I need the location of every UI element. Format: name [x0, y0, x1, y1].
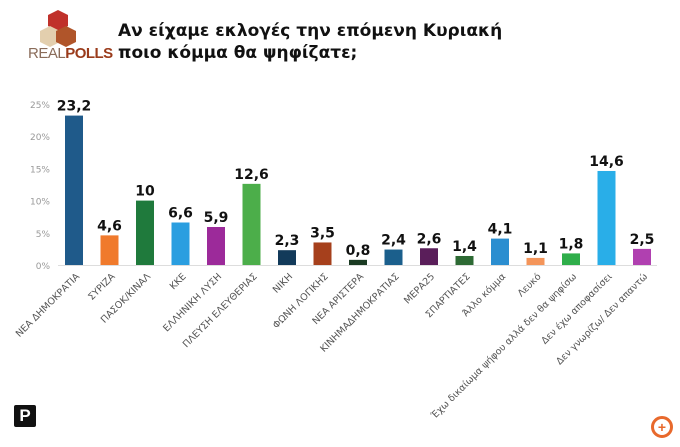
x-tick-label: ΠΛΕΥΣΗ ΕΛΕΥΘΕΡΙΑΣ: [181, 271, 260, 350]
bar: [384, 249, 403, 265]
x-tick-label: ΝΙΚΗ: [271, 271, 295, 295]
x-tick-label: ΝΕΑ ΔΗΜΟΚΡΑΤΙΑ: [14, 271, 83, 340]
data-label: 2,3: [275, 233, 300, 249]
title-line-2: ποιο κόμμα θα ψηφίζατε;: [118, 43, 358, 63]
data-label: 1,1: [523, 241, 548, 257]
bar: [65, 115, 83, 265]
data-label: 1,8: [559, 236, 584, 252]
data-label: 6,6: [168, 205, 193, 221]
zoom-in-icon[interactable]: +: [651, 416, 673, 438]
data-label: 23,2: [57, 99, 92, 115]
data-label: 4,6: [97, 218, 122, 234]
bar: [100, 235, 119, 265]
y-tick-label: 20%: [30, 133, 50, 143]
protothema-logo-icon: P: [14, 405, 36, 427]
chart-title: Αν είχαμε εκλογές την επόμενη Κυριακή πο…: [118, 20, 502, 64]
data-label: 2,6: [417, 231, 442, 247]
bar: [349, 259, 367, 265]
x-tick-label: ΣΥΡΙΖΑ: [86, 271, 118, 303]
y-tick-label: 15%: [30, 165, 50, 175]
x-tick-label: ΚΚΕ: [168, 271, 189, 292]
bar: [491, 238, 509, 265]
y-tick-label: 25%: [30, 101, 50, 111]
bar: [136, 200, 154, 265]
data-label: 3,5: [310, 225, 335, 241]
x-tick-label: Λευκό: [516, 271, 544, 299]
y-tick-label: 0%: [36, 262, 51, 272]
bar: [633, 248, 651, 265]
data-label: 2,5: [630, 232, 655, 248]
bar: [278, 250, 296, 265]
data-label: 1,4: [452, 239, 477, 255]
data-label: 0,8: [346, 243, 371, 259]
x-tick-label: ΜΕΡΑ25: [402, 271, 437, 306]
bar: [207, 227, 225, 265]
realpolls-logo: REALPOLLS: [28, 8, 113, 68]
bar: [597, 170, 616, 265]
y-tick-label: 5%: [36, 230, 51, 240]
data-label: 4,1: [488, 222, 513, 238]
data-label: 10: [135, 184, 155, 200]
bar: [562, 253, 580, 265]
data-label: 5,9: [204, 210, 229, 226]
bar: [526, 257, 545, 265]
bar: [420, 248, 438, 265]
title-line-1: Αν είχαμε εκλογές την επόμενη Κυριακή: [118, 21, 503, 41]
y-tick-label: 10%: [30, 198, 50, 208]
bar: [313, 242, 332, 265]
data-label: 12,6: [234, 167, 269, 183]
data-label: 2,4: [381, 233, 406, 249]
bar: [455, 255, 474, 265]
bar: [171, 222, 190, 265]
data-label: 14,6: [589, 154, 624, 170]
bar: [242, 183, 261, 265]
